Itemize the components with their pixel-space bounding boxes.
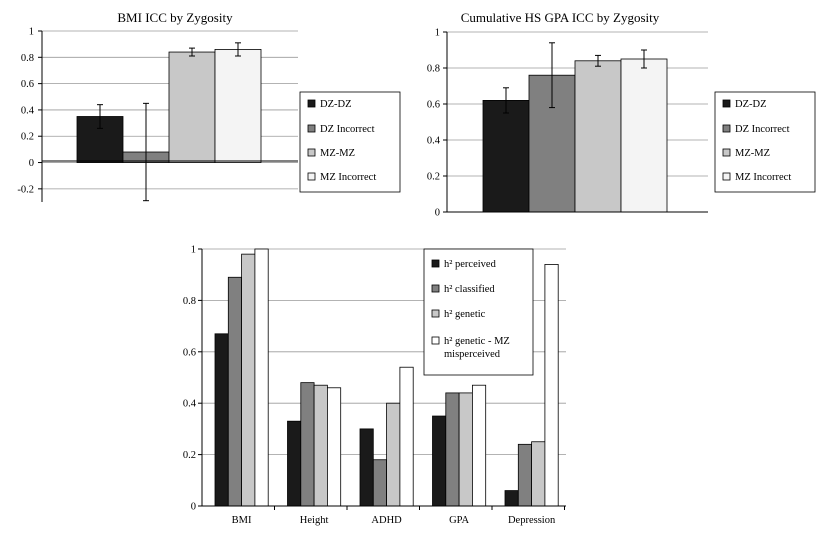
chart1-legend-box <box>299 91 401 193</box>
legend-label: DZ-DZ <box>320 99 352 110</box>
chart3-category-label: GPA <box>449 515 469 526</box>
legend-label: MZ Incorrect <box>320 172 376 183</box>
chart1-bar-mz-mz <box>168 51 216 163</box>
chart1-title: BMI ICC by Zygosity <box>117 10 233 25</box>
chart2-bar-mz-incorrect <box>620 58 668 213</box>
chart3-category-label: Height <box>300 515 329 526</box>
chart3-y-tick-label: 0.8 <box>183 296 196 307</box>
chart3-category-label: Depression <box>508 515 556 526</box>
chart3-bar-h-classified <box>372 459 387 507</box>
chart3-bar-h-perceived <box>214 333 229 507</box>
legend-swatch <box>431 259 440 268</box>
chart3-y-tick-label: 0 <box>191 502 196 513</box>
chart2-y-tick-label: 1 <box>435 28 440 39</box>
legend-label: h² genetic <box>444 309 486 320</box>
chart2-y-tick-label: 0 <box>435 208 440 219</box>
legend-label: h² genetic - MZ misperceived <box>444 336 510 360</box>
chart3-bar-h-genetic <box>386 402 401 507</box>
chart1-y-tick-label: 0 <box>29 158 34 169</box>
chart3-bar-h-classified <box>517 443 532 507</box>
chart3-bar-h-classified <box>300 382 315 507</box>
chart1-y-tick-label: 0.8 <box>21 53 34 64</box>
legend-swatch <box>431 284 440 293</box>
legend-label: DZ-DZ <box>735 99 767 110</box>
chart3-bar-h-genetic <box>531 441 546 507</box>
chart1-legend: DZ-DZ DZ Incorrect MZ-MZ MZ Incorrect <box>299 91 401 193</box>
chart3-category-label: ADHD <box>371 515 402 526</box>
legend-swatch <box>431 309 440 318</box>
legend-swatch <box>307 124 316 133</box>
chart3-bar-h-genetic-mz-misperceived <box>399 366 414 507</box>
chart3-bar-h-classified <box>445 392 460 507</box>
chart3-bar-h-genetic-mz-misperceived <box>544 264 559 507</box>
chart3-bar-h-perceived <box>504 490 519 507</box>
chart1-y-tick-label: -0.2 <box>17 184 34 195</box>
legend-label: DZ Incorrect <box>320 124 375 135</box>
legend-swatch <box>722 172 731 181</box>
legend-swatch <box>722 99 731 108</box>
chart3-bar-h-perceived <box>432 415 447 507</box>
legend-swatch <box>431 336 440 345</box>
chart2-legend: DZ-DZ DZ Incorrect MZ-MZ MZ Incorrect <box>714 91 816 193</box>
legend-label: MZ-MZ <box>320 148 355 159</box>
legend-label: MZ Incorrect <box>735 172 791 183</box>
chart3-bar-h-perceived <box>359 428 374 507</box>
legend-label: DZ Incorrect <box>735 124 790 135</box>
chart2-y-tick-label: 0.8 <box>427 64 440 75</box>
chart1-bar-mz-incorrect <box>214 49 262 163</box>
gpa-icc-chart: Cumulative HS GPA ICC by Zygosity 0 0.2 0.… <box>427 10 816 219</box>
chart2-y-tick-label: 0.6 <box>427 100 440 111</box>
chart1-y-tick-label: 0.4 <box>21 105 35 116</box>
legend-swatch <box>307 148 316 157</box>
chart3-bar-h-genetic <box>241 253 256 507</box>
chart3-legend-box <box>423 248 534 376</box>
chart1-y-tick-label: 0.6 <box>21 79 34 90</box>
heritability-chart: 0 0.2 0.4 0.6 0.8 1 BMI Height ADHD GPA Depressio… <box>183 245 566 526</box>
legend-swatch <box>307 172 316 181</box>
chart1-y-tick-label: 0.2 <box>21 132 34 143</box>
chart3-bar-h-genetic <box>313 384 328 507</box>
chart2-y-tick-label: 0.4 <box>427 136 441 147</box>
chart3-bar-h-genetic-mz-misperceived <box>471 384 487 507</box>
chart3-bar-h-perceived <box>287 420 302 507</box>
chart3-bar-h-genetic-mz-misperceived <box>254 248 269 507</box>
legend-label: h² perceived <box>444 259 497 270</box>
chart3-category-label: BMI <box>232 515 252 526</box>
chart2-title: Cumulative HS GPA ICC by Zygosity <box>461 10 660 25</box>
legend-label: h² classified <box>444 284 495 295</box>
legend-swatch <box>722 124 731 133</box>
chart3-y-tick-label: 0.4 <box>183 399 197 410</box>
chart3-y-tick-label: 0.6 <box>183 347 196 358</box>
legend-label: MZ-MZ <box>735 148 770 159</box>
legend-swatch <box>307 99 316 108</box>
chart2-legend-box <box>714 91 816 193</box>
chart3-legend: h² perceived h² classified h² genetic h² ge… <box>423 248 534 376</box>
chart3-bar-h-classified <box>227 276 243 507</box>
bmi-icc-chart: BMI ICC by Zygosity -0.2 0 0.2 0.4 0.6 0.8 1 D… <box>17 10 401 202</box>
chart3-bar-h-genetic-mz-misperceived <box>326 387 342 507</box>
chart1-y-tick-label: 1 <box>29 27 34 38</box>
chart3-y-tick-label: 0.2 <box>183 450 196 461</box>
chart3-y-tick-label: 1 <box>191 245 196 256</box>
legend-swatch <box>722 148 731 157</box>
chart2-bar-dz-dz <box>482 100 530 213</box>
chart3-bar-h-genetic <box>458 392 473 507</box>
chart2-y-tick-label: 0.2 <box>427 172 440 183</box>
chart2-bar-mz-mz <box>574 60 622 213</box>
